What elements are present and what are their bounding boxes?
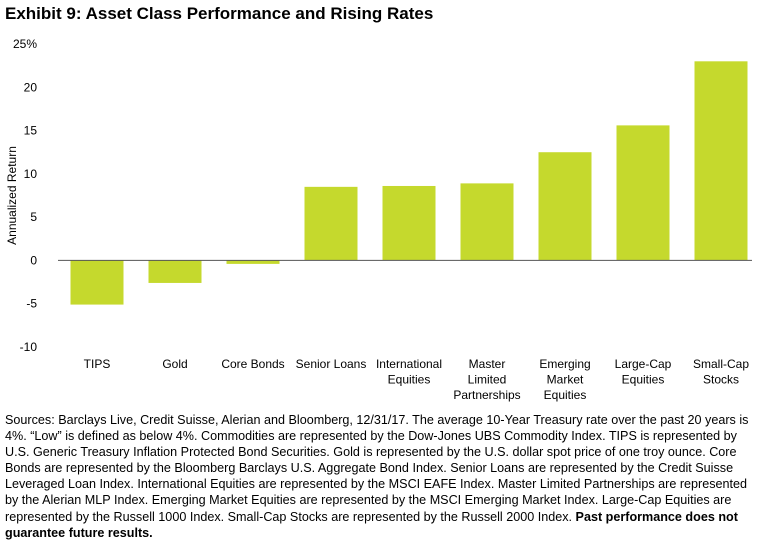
y-tick-label: 0 <box>30 253 37 267</box>
x-tick-label: TIPS <box>84 357 111 371</box>
footnote: Sources: Barclays Live, Credit Suisse, A… <box>5 412 757 541</box>
y-axis-label: Annualized Return <box>5 146 19 245</box>
x-tick-label: Small-Cap Stocks <box>693 357 749 387</box>
bar <box>460 183 514 261</box>
x-axis-labels: TIPS Gold Core Bonds Senior Loans Internatio… <box>84 357 750 402</box>
x-tick-label: Gold <box>162 357 187 371</box>
x-tick-label: Emerging Market Equities <box>539 357 590 402</box>
footnote-text: Sources: Barclays Live, Credit Suisse, A… <box>5 413 749 524</box>
y-tick-label: -5 <box>26 297 37 311</box>
bar <box>616 125 670 261</box>
y-tick-label: 15 <box>24 124 38 138</box>
y-tick-label: 5 <box>30 210 37 224</box>
x-tick-label: International Equities <box>376 357 442 387</box>
bar <box>70 260 124 305</box>
bar <box>148 260 202 283</box>
y-axis: -10 -5 0 5 10 15 20 25% <box>13 37 37 354</box>
y-tick-label: 25% <box>13 37 37 51</box>
x-tick-label: Core Bonds <box>221 357 284 371</box>
bar <box>226 260 280 264</box>
y-tick-label: 10 <box>24 167 38 181</box>
x-tick-label: Master Limited Partnerships <box>453 357 520 402</box>
chart-title: Exhibit 9: Asset Class Performance and R… <box>5 4 434 23</box>
x-tick-label: Senior Loans <box>296 357 367 371</box>
bar <box>382 185 436 261</box>
x-tick-label: Large-Cap Equities <box>615 357 672 387</box>
y-tick-label: -10 <box>20 340 38 354</box>
bar <box>694 61 748 261</box>
bar-chart: -10 -5 0 5 10 15 20 25% TIPS Gold Core Bonds Senio… <box>5 37 752 402</box>
disclaimer: Past performance does not guarantee futu… <box>5 509 738 540</box>
bar <box>538 152 592 261</box>
y-tick-label: 20 <box>24 80 38 94</box>
bars <box>70 61 748 305</box>
bar <box>304 186 358 261</box>
